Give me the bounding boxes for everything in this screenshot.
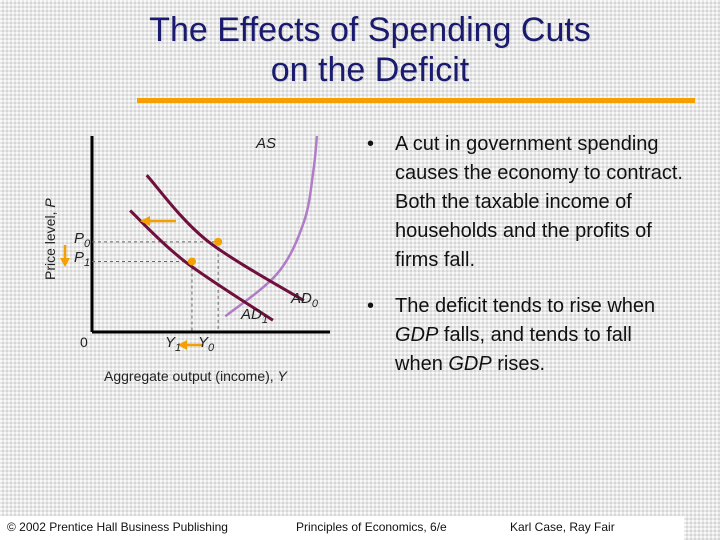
price-down-arrow-icon [60, 245, 70, 267]
as-label: AS [255, 135, 276, 152]
ad0-label: AD0 [290, 290, 319, 310]
y1-tick-label: Y1 [165, 334, 181, 354]
title-line-1: The Effects of Spending Cuts [149, 11, 591, 49]
bullet-list: • A cut in government spending causes th… [365, 130, 685, 396]
footer-bar: © 2002 Prentice Hall Business Publishing… [0, 516, 684, 540]
footer-authors: Karl Case, Ray Fair [510, 520, 615, 534]
y-axis-title: Price level, P [42, 198, 58, 280]
p0-tick-label: P0 [74, 230, 91, 250]
title-line-2: on the Deficit [270, 51, 470, 89]
bullet-dot-icon: • [367, 295, 375, 317]
bullet-2-text: The deficit tends to rise when GDP falls… [395, 295, 656, 375]
as-curve [224, 135, 319, 318]
bullet-1-text: A cut in government spending causes the … [395, 133, 683, 271]
ad1-curve [129, 209, 274, 322]
bullet-item: • A cut in government spending causes th… [365, 130, 685, 275]
ad-as-chart: AS AD0 AD1 P0 P1 Y1 Y0 0 Aggregate outpu… [42, 135, 330, 384]
p1-tick-label: P1 [74, 249, 90, 269]
ad1-label: AD1 [240, 306, 268, 326]
shift-left-arrow-icon [140, 216, 176, 226]
x-axis-title: Aggregate output (income), Y [104, 368, 289, 384]
equilibrium-point-e0 [214, 237, 223, 246]
title-underline [137, 98, 695, 103]
output-down-arrow-icon [178, 340, 203, 350]
y0-tick-label: Y0 [198, 334, 215, 354]
ad0-curve [145, 174, 305, 302]
bullet-item: • The deficit tends to rise when GDP fal… [365, 292, 685, 379]
bullet-dot-icon: • [367, 133, 375, 155]
origin-label: 0 [80, 334, 88, 350]
footer-book: Principles of Economics, 6/e [296, 520, 447, 534]
equilibrium-point-e1 [187, 257, 196, 266]
slide-title: The Effects of Spending Cuts on the Defi… [60, 10, 680, 90]
footer-copyright: © 2002 Prentice Hall Business Publishing [7, 520, 228, 534]
